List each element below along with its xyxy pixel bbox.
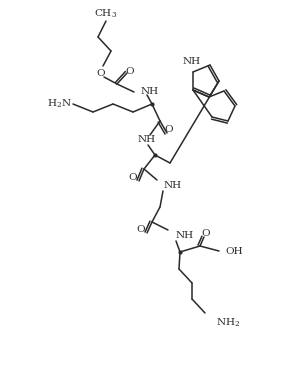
Text: NH: NH [138,135,156,144]
Text: NH: NH [183,57,201,67]
Text: O: O [137,226,145,234]
Text: CH$_3$: CH$_3$ [94,8,118,20]
Text: O: O [97,68,105,77]
Text: O: O [129,172,137,181]
Text: NH: NH [141,87,159,96]
Text: H$_2$N: H$_2$N [47,98,71,110]
Text: NH: NH [164,181,182,189]
Text: NH$_2$: NH$_2$ [216,317,240,329]
Text: NH: NH [176,231,194,240]
Text: O: O [165,125,173,135]
Text: OH: OH [225,246,242,256]
Text: O: O [202,229,210,239]
Text: O: O [126,67,134,76]
